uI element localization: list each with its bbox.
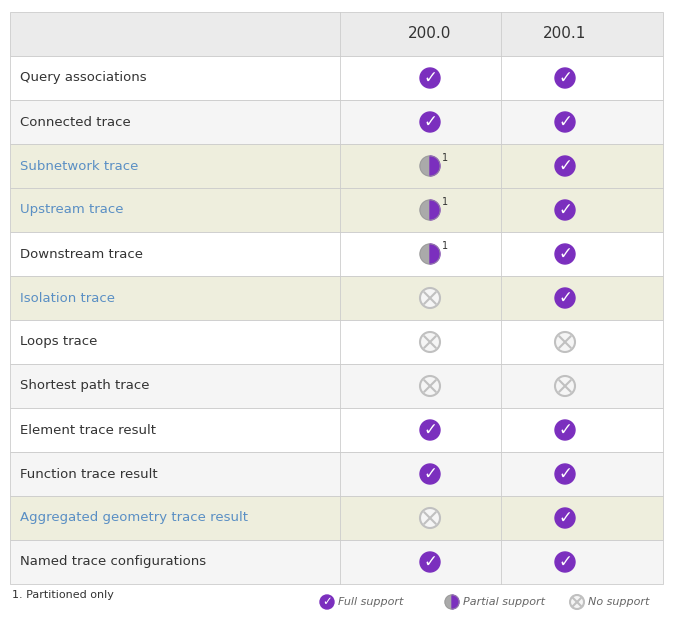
Circle shape bbox=[570, 595, 584, 609]
Text: ✓: ✓ bbox=[423, 69, 437, 87]
Circle shape bbox=[420, 464, 440, 484]
Circle shape bbox=[555, 288, 575, 308]
Circle shape bbox=[555, 68, 575, 88]
Circle shape bbox=[555, 112, 575, 132]
Bar bbox=[10, 144, 663, 188]
Bar bbox=[10, 56, 663, 100]
Circle shape bbox=[555, 332, 575, 352]
Text: ✓: ✓ bbox=[558, 289, 572, 307]
Text: No support: No support bbox=[588, 597, 649, 607]
Bar bbox=[10, 100, 663, 144]
Text: Downstream trace: Downstream trace bbox=[20, 248, 143, 261]
Text: ✓: ✓ bbox=[423, 421, 437, 439]
Bar bbox=[10, 276, 663, 320]
Circle shape bbox=[555, 552, 575, 572]
Text: Connected trace: Connected trace bbox=[20, 116, 131, 129]
Text: 1: 1 bbox=[442, 241, 448, 251]
Text: ✓: ✓ bbox=[558, 201, 572, 219]
Text: Isolation trace: Isolation trace bbox=[20, 292, 115, 305]
Bar bbox=[10, 540, 663, 584]
Circle shape bbox=[555, 420, 575, 440]
Text: Shortest path trace: Shortest path trace bbox=[20, 379, 150, 392]
Circle shape bbox=[555, 508, 575, 528]
Text: ✓: ✓ bbox=[423, 113, 437, 131]
Text: 200.0: 200.0 bbox=[408, 27, 452, 42]
Text: Named trace configurations: Named trace configurations bbox=[20, 555, 206, 569]
Circle shape bbox=[555, 464, 575, 484]
Text: 1: 1 bbox=[442, 197, 448, 207]
Bar bbox=[10, 496, 663, 540]
Bar bbox=[10, 320, 663, 364]
Text: ✓: ✓ bbox=[558, 465, 572, 483]
Bar bbox=[10, 364, 663, 408]
Text: ✓: ✓ bbox=[558, 157, 572, 175]
Circle shape bbox=[320, 595, 334, 609]
Circle shape bbox=[420, 420, 440, 440]
Wedge shape bbox=[420, 156, 430, 176]
Text: ✓: ✓ bbox=[558, 113, 572, 131]
Bar bbox=[10, 12, 663, 56]
Text: ✓: ✓ bbox=[558, 509, 572, 527]
Text: 1. Partitioned only: 1. Partitioned only bbox=[12, 590, 114, 600]
Bar bbox=[10, 408, 663, 452]
Circle shape bbox=[555, 200, 575, 220]
Bar bbox=[10, 452, 663, 496]
Bar bbox=[10, 188, 663, 232]
Circle shape bbox=[420, 112, 440, 132]
Text: Loops trace: Loops trace bbox=[20, 335, 97, 348]
Text: Function trace result: Function trace result bbox=[20, 468, 158, 481]
Text: ✓: ✓ bbox=[423, 553, 437, 571]
Circle shape bbox=[420, 376, 440, 396]
Wedge shape bbox=[445, 595, 452, 609]
Text: ✓: ✓ bbox=[558, 421, 572, 439]
Text: Subnetwork trace: Subnetwork trace bbox=[20, 159, 138, 172]
Text: Aggregated geometry trace result: Aggregated geometry trace result bbox=[20, 511, 248, 524]
Text: ✓: ✓ bbox=[558, 553, 572, 571]
Circle shape bbox=[420, 332, 440, 352]
Circle shape bbox=[555, 244, 575, 264]
Text: ✓: ✓ bbox=[423, 465, 437, 483]
Circle shape bbox=[555, 156, 575, 176]
Text: ✓: ✓ bbox=[322, 595, 332, 608]
Text: Partial support: Partial support bbox=[463, 597, 545, 607]
Text: ✓: ✓ bbox=[558, 69, 572, 87]
Wedge shape bbox=[452, 595, 459, 609]
Wedge shape bbox=[420, 244, 430, 264]
Wedge shape bbox=[430, 244, 440, 264]
Text: Full support: Full support bbox=[338, 597, 403, 607]
Text: Upstream trace: Upstream trace bbox=[20, 203, 123, 216]
Text: Query associations: Query associations bbox=[20, 72, 147, 85]
Text: 200.1: 200.1 bbox=[544, 27, 587, 42]
Circle shape bbox=[555, 376, 575, 396]
Text: 1: 1 bbox=[442, 153, 448, 163]
Circle shape bbox=[420, 508, 440, 528]
Wedge shape bbox=[420, 200, 430, 220]
Circle shape bbox=[420, 68, 440, 88]
Text: ✓: ✓ bbox=[558, 245, 572, 263]
Bar bbox=[10, 232, 663, 276]
Wedge shape bbox=[430, 200, 440, 220]
Circle shape bbox=[420, 552, 440, 572]
Wedge shape bbox=[430, 156, 440, 176]
Text: Element trace result: Element trace result bbox=[20, 424, 156, 437]
Circle shape bbox=[420, 288, 440, 308]
